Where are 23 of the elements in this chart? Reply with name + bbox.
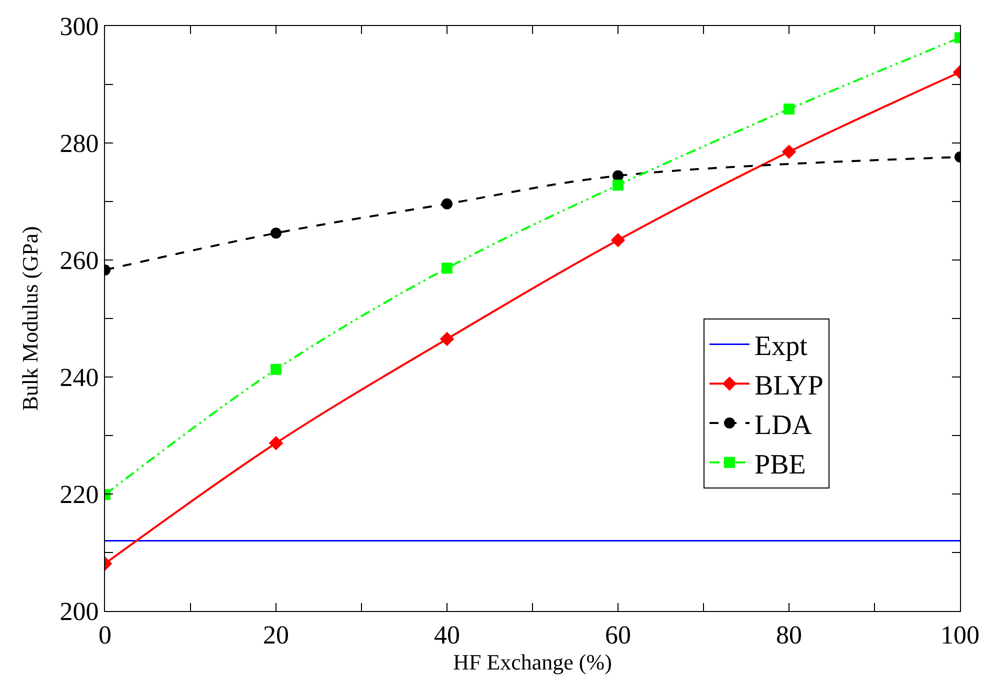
point (440, 332, 454, 346)
x-tick-label: 80 (776, 620, 802, 650)
x-tick-label: 40 (434, 620, 460, 650)
x-tick-label: 20 (263, 620, 289, 650)
y-tick-label: 220 (60, 480, 99, 510)
x-tick-label: 100 (940, 620, 980, 650)
legend-label: PBE (754, 449, 806, 480)
y-tick-label: 240 (60, 363, 99, 392)
y-tick-label: 300 (60, 12, 99, 42)
legend-label: LDA (754, 410, 813, 441)
x-tick-label: 0 (98, 620, 112, 650)
point (610, 232, 626, 248)
legend-label: Expt (754, 331, 808, 362)
y-axis-title: Bulk Modulus (GPa) (18, 226, 42, 411)
x-tick-label: 60 (605, 620, 631, 650)
point (612, 180, 624, 191)
y-tick-label: 280 (60, 129, 99, 158)
point (442, 262, 452, 274)
y-tick-label: 200 (60, 597, 99, 626)
point (442, 198, 452, 210)
x-axis-title: HF Exchange (%) (453, 649, 612, 674)
legend-label: BLYP (754, 370, 824, 402)
y-tick-label: 260 (60, 246, 99, 276)
